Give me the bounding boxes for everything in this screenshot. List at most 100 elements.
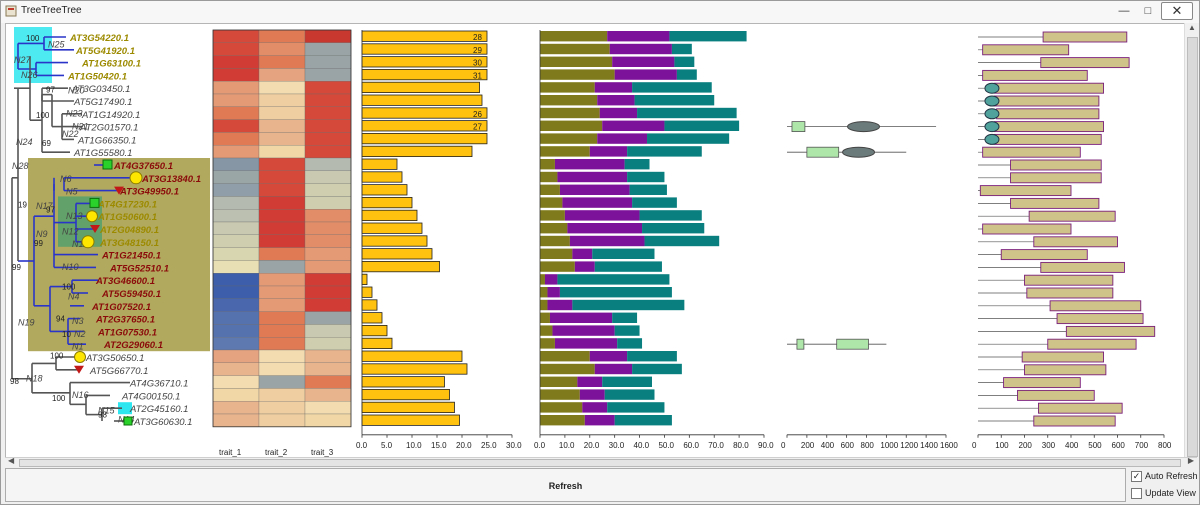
taxon-label[interactable]: AT1G07530.1 — [97, 327, 157, 338]
taxon-label[interactable]: AT2G01570.1 — [79, 123, 138, 134]
bootstrap-value: 98 — [98, 410, 107, 419]
bootstrap-value: 99 — [34, 239, 43, 248]
stacked-bar-segment — [540, 159, 555, 170]
stacked-bar-segment — [607, 31, 670, 42]
heatmap-cell — [212, 234, 260, 248]
stacked-bar-segment — [540, 223, 568, 234]
taxon-label[interactable]: AT1G14920.1 — [81, 110, 140, 121]
heatmap-cell — [258, 119, 306, 133]
taxon-label[interactable]: AT3G03450.1 — [71, 84, 130, 95]
stacked-bar-segment — [617, 338, 643, 349]
taxon-label[interactable]: AT1G50600.1 — [97, 212, 157, 223]
horizontal-scroll-thumb[interactable] — [19, 459, 1181, 467]
stacked-bar-segment — [540, 69, 615, 80]
scroll-left-icon[interactable]: ◀ — [8, 456, 15, 465]
taxon-label[interactable]: AT1G66350.1 — [77, 135, 136, 146]
range-box — [1010, 159, 1102, 171]
heatmap-cell — [304, 196, 352, 210]
vertical-scroll-thumb[interactable] — [1187, 37, 1198, 457]
boxplot-tick-label: 800 — [861, 441, 875, 450]
range-box — [1010, 197, 1100, 209]
stacked-bar-segment — [540, 363, 595, 375]
triangle-marker — [74, 365, 84, 374]
taxon-label[interactable]: AT1G63100.1 — [81, 59, 141, 70]
stacked-bar-segment — [540, 402, 583, 413]
heatmap-cell — [258, 337, 306, 351]
taxon-label[interactable]: AT3G54220.1 — [69, 33, 129, 44]
stacked-bar-segment — [634, 95, 715, 106]
heatmap-cell — [304, 29, 352, 43]
update-view-check-icon[interactable] — [1131, 488, 1142, 500]
stacked-bar-segment — [557, 274, 670, 285]
stacked-bar-segment — [540, 235, 570, 247]
stacked-bar-segment — [579, 389, 605, 400]
taxon-label[interactable]: AT5G52510.1 — [109, 263, 169, 274]
taxon-label[interactable]: AT4G00150.1 — [121, 391, 180, 402]
update-view-checkbox[interactable]: Update View — [1131, 488, 1196, 500]
horizontal-scrollbar[interactable]: ◀ ▶ — [5, 456, 1197, 468]
stacked-bar-segment — [540, 351, 590, 362]
bootstrap-value: 100 — [62, 282, 76, 291]
triangle-marker — [90, 225, 100, 233]
taxon-label[interactable]: AT4G37650.1 — [113, 161, 173, 172]
taxon-label[interactable]: AT3G13840.1 — [141, 174, 201, 185]
stacked-bar-segment — [547, 287, 560, 298]
minimize-button[interactable]: — — [1118, 5, 1130, 17]
stacked-bar-segment — [671, 43, 692, 55]
heatmap-column-label: trait_3 — [311, 448, 334, 457]
taxon-label[interactable]: AT4G17230.1 — [97, 199, 157, 210]
taxon-label[interactable]: AT3G50650.1 — [85, 353, 144, 364]
vertical-scrollbar[interactable]: ▲ — [1184, 23, 1199, 457]
stacked-tick-label: 20.0 — [584, 441, 600, 450]
taxon-label[interactable]: AT5G41920.1 — [75, 46, 135, 57]
stacked-bar-segment — [609, 43, 672, 55]
taxon-label[interactable]: AT3G48150.1 — [99, 238, 159, 249]
stacked-bar-segment — [607, 402, 665, 413]
bootstrap-value: 100 — [36, 111, 50, 120]
taxon-label[interactable]: AT5G17490.1 — [73, 97, 132, 108]
heatmap-cell — [212, 132, 260, 146]
heatmap-cell — [212, 145, 260, 159]
taxon-label[interactable]: AT2G37650.1 — [95, 315, 155, 326]
taxon-label[interactable]: AT5G59450.1 — [101, 289, 161, 300]
stacked-bar-segment — [627, 171, 665, 183]
heatmap-cell — [212, 196, 260, 210]
range-box — [1033, 236, 1118, 248]
tree-figure: N25N27N26N20N23N21N22N24N28N6N5N17N13N12… — [10, 27, 1172, 457]
taxon-label[interactable]: AT3G49950.1 — [119, 187, 179, 198]
taxon-label[interactable]: AT1G50420.1 — [67, 71, 127, 82]
stacked-bar-segment — [540, 107, 600, 119]
scroll-up-icon[interactable]: ▲ — [1188, 23, 1196, 32]
heatmap-cell — [258, 362, 306, 376]
taxon-label[interactable]: AT3G60630.1 — [133, 417, 192, 428]
taxon-label[interactable]: AT1G07520.1 — [91, 302, 151, 313]
taxon-label[interactable]: AT2G29060.1 — [103, 340, 163, 351]
taxon-label[interactable]: AT2G45160.1 — [129, 404, 188, 415]
taxon-label[interactable]: AT1G21450.1 — [101, 251, 161, 262]
range-oval-marker — [984, 82, 1000, 94]
stacked-bar-segment — [589, 351, 628, 362]
range-box — [1065, 325, 1156, 337]
range-box — [993, 121, 1105, 133]
tree-canvas: N25 N27 N26 N20 N23 N21 N22 N24 N28 N6 N5 N17 N13 N12… — [5, 23, 1185, 459]
close-button[interactable]: ✕ — [1161, 2, 1193, 20]
taxon-label[interactable]: AT5G66770.1 — [89, 366, 148, 377]
taxon-label[interactable]: AT1G55580.1 — [73, 148, 132, 159]
refresh-button[interactable]: Refresh — [5, 468, 1126, 502]
bar — [361, 133, 488, 145]
maximize-button[interactable]: □ — [1144, 5, 1152, 17]
taxon-label[interactable]: AT3G46600.1 — [95, 276, 155, 287]
bar — [361, 196, 413, 209]
node-label: N15 — [98, 406, 116, 416]
bar — [361, 350, 463, 362]
auto-refresh-check-icon[interactable]: ✓ — [1131, 471, 1142, 483]
bar — [361, 30, 488, 42]
node-label: N11 — [72, 239, 88, 249]
scroll-right-icon[interactable]: ▶ — [1187, 456, 1194, 465]
auto-refresh-checkbox[interactable]: ✓ Auto Refresh — [1131, 471, 1198, 483]
heatmap-cell — [304, 157, 352, 171]
taxon-label[interactable]: AT4G36710.1 — [129, 379, 188, 390]
range-oval-marker — [984, 133, 1000, 145]
taxon-label[interactable]: AT2G04890.1 — [99, 225, 159, 236]
range-box — [982, 223, 1072, 235]
